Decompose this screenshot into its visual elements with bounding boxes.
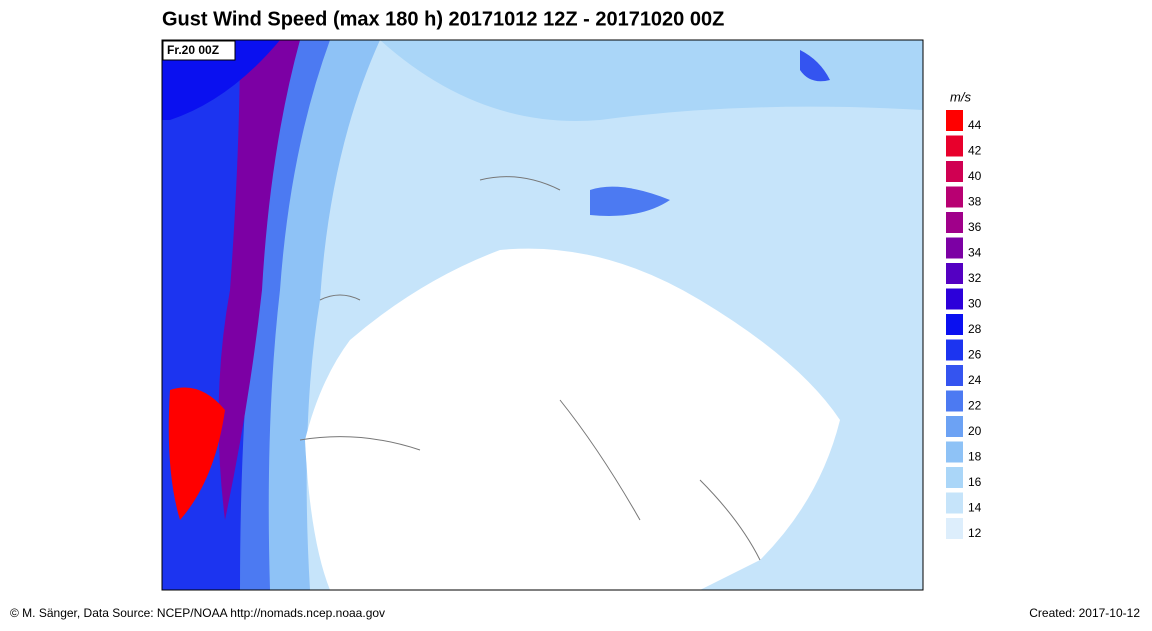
- legend-swatch: [946, 110, 963, 131]
- legend-swatch: [946, 492, 963, 514]
- legend-label: 32: [968, 271, 982, 285]
- legend-swatch: [946, 161, 963, 182]
- legend-label: 16: [968, 475, 982, 489]
- legend: 44 42 40 38 36 34 32 30 28 26 24 22 20 18 16 14 12: [946, 110, 982, 540]
- legend-label: 18: [968, 450, 982, 464]
- legend-swatch: [946, 263, 963, 284]
- created: Created: 2017-10-12: [1029, 606, 1140, 620]
- legend-swatch: [946, 390, 963, 412]
- legend-label: 28: [968, 322, 982, 336]
- legend-swatch: [946, 212, 963, 233]
- legend-label: 20: [968, 424, 982, 438]
- credit: © M. Sänger, Data Source: NCEP/NOAA http…: [10, 606, 385, 620]
- legend-swatch: [946, 467, 963, 488]
- legend-label: 42: [968, 144, 982, 158]
- legend-swatch: [946, 186, 963, 208]
- time-label: Fr.20 00Z: [167, 43, 219, 57]
- legend-label: 30: [968, 297, 982, 311]
- map-frame: [161, 39, 924, 591]
- map: [162, 40, 923, 590]
- legend-swatch: [946, 416, 963, 437]
- legend-swatch: [946, 135, 963, 157]
- legend-swatch: [946, 288, 963, 310]
- legend-swatch: [946, 339, 963, 361]
- legend-label: 40: [968, 169, 982, 183]
- legend-label: 22: [968, 399, 982, 413]
- legend-label: 14: [968, 501, 982, 515]
- legend-swatch: [946, 314, 963, 335]
- legend-label: 24: [968, 373, 982, 387]
- title: Gust Wind Speed (max 180 h) 20171012 12Z…: [162, 8, 724, 30]
- time-box: [162, 40, 236, 61]
- legend-label: 36: [968, 220, 982, 234]
- legend-swatch: [946, 365, 963, 386]
- legend-label: 44: [968, 118, 982, 132]
- legend-swatch: [946, 237, 963, 259]
- legend-unit: m/s: [950, 89, 971, 104]
- legend-label: 26: [968, 348, 982, 362]
- legend-label: 34: [968, 246, 982, 260]
- legend-label: 12: [968, 526, 982, 540]
- legend-label: 38: [968, 195, 982, 209]
- legend-swatch: [946, 518, 963, 539]
- legend-swatch: [946, 441, 963, 463]
